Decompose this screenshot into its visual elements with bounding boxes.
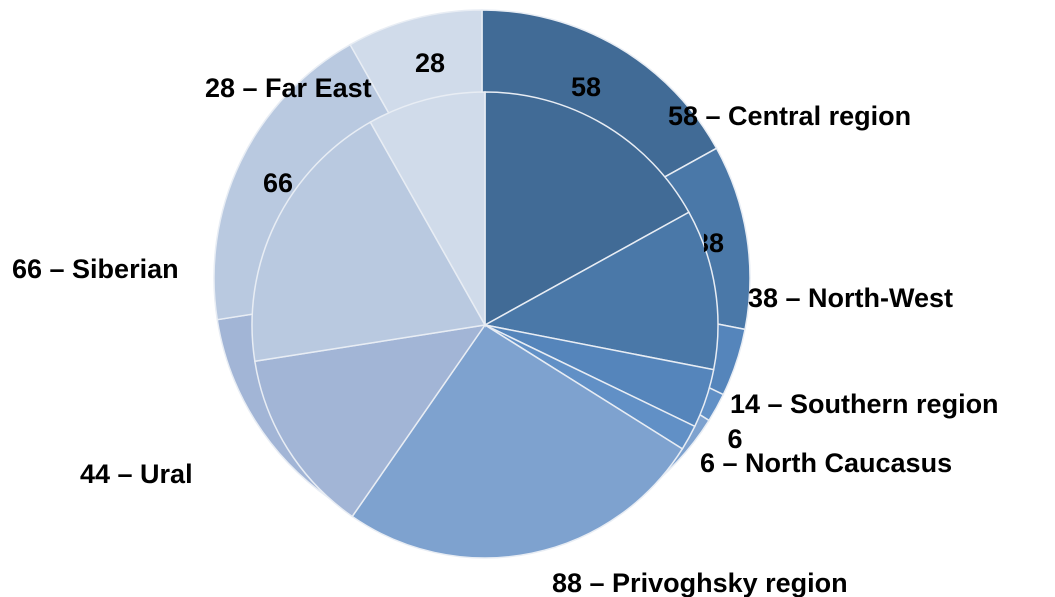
category-label: 58 – Central region xyxy=(668,101,911,131)
data-label: 38 xyxy=(694,228,724,258)
data-label: 28 xyxy=(415,48,445,78)
category-label: 88 – Privoghsky region xyxy=(552,568,848,597)
pie-slice xyxy=(351,323,684,559)
pie xyxy=(251,91,719,559)
labels: 58 – Central region 38 – North-West 14 – S… xyxy=(12,48,999,597)
pie-slice xyxy=(251,121,487,363)
data-label: 6 xyxy=(727,424,742,454)
category-label: 6 – North Caucasus xyxy=(700,448,952,478)
pie-slice xyxy=(482,211,719,371)
pie-slice xyxy=(253,323,487,518)
category-label: 66 – Siberian xyxy=(12,254,179,284)
category-label: 28 – Far East xyxy=(205,73,372,103)
category-label: 44 – Ural xyxy=(80,459,193,489)
category-label: 14 – Southern region xyxy=(730,389,999,419)
category-label: 38 – North-West xyxy=(748,283,953,313)
data-label: 58 xyxy=(571,72,601,102)
pie-slice xyxy=(369,91,486,328)
pie-slice xyxy=(484,91,690,327)
data-label: 66 xyxy=(263,168,293,198)
